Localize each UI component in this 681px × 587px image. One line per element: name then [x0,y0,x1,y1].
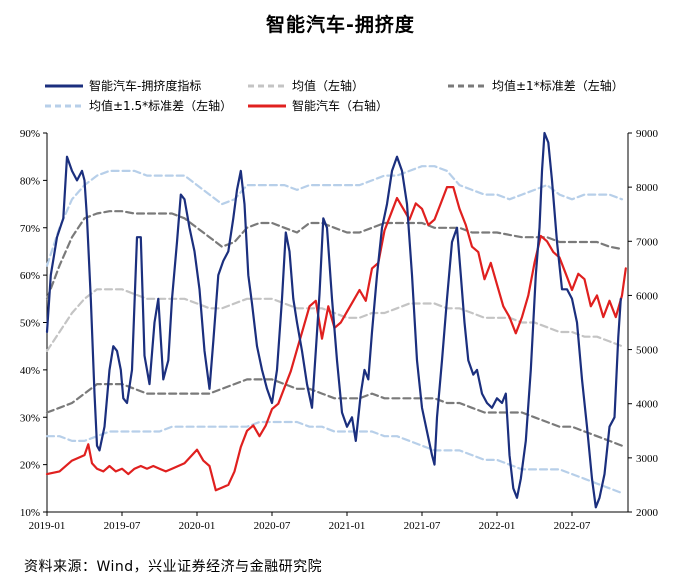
legend-label: 均值（左轴） [292,79,365,93]
series-line-2 [45,210,624,300]
x-tick-label: 2019-01 [29,520,66,532]
series-line-3 [45,378,624,447]
right-tick-label: 4000 [636,399,659,411]
x-tick-label: 2022-01 [479,520,516,532]
right-tick-label: 6000 [636,290,659,302]
legend-1std: 均值±1*标准差（左轴） [448,77,624,94]
legend-crowding-index: 智能汽车-拥挤度指标 [45,77,201,94]
legend-label: 智能汽车-拥挤度指标 [89,79,202,93]
legend-swatch-darkgray [448,84,486,87]
left-tick-label: 40% [20,365,40,377]
right-tick-label: 5000 [636,345,659,357]
left-tick-label: 50% [20,318,40,330]
source-note: 资料来源：Wind，兴业证券经济与金融研究院 [24,559,323,575]
left-tick-label: 70% [20,223,40,235]
x-tick-label: 2019-07 [104,520,141,532]
right-tick-label: 2000 [636,507,659,519]
chart-title: 智能汽车-拥挤度 [266,14,415,36]
left-tick-label: 30% [20,412,40,424]
series-line-5 [45,420,624,495]
left-tick-label: 60% [20,270,40,282]
right-tick-label: 3000 [636,453,659,465]
series-line-4 [45,165,624,267]
series-line-6 [45,186,627,492]
legend-swatch-lightblue [45,104,83,107]
x-tick-label: 2020-07 [254,520,291,532]
legend-mean: 均值（左轴） [248,77,364,94]
legend-1-5std: 均值±1.5*标准差（左轴） [45,97,232,114]
left-tick-label: 10% [20,507,40,519]
x-tick-label: 2022-07 [554,520,591,532]
series-line-0 [45,131,622,509]
left-tick-label: 80% [20,175,40,187]
legend-swatch-navy [45,84,83,87]
right-tick-label: 9000 [636,128,659,140]
x-tick-label: 2021-07 [404,520,441,532]
legend-smart-car: 智能汽车（右轴） [248,97,388,114]
right-tick-label: 8000 [636,182,659,194]
x-tick-label: 2020-01 [179,520,216,532]
legend-label: 智能汽车（右轴） [292,99,389,113]
right-tick-label: 7000 [636,236,659,248]
left-tick-label: 20% [20,460,40,472]
x-tick-label: 2021-01 [329,520,366,532]
legend-swatch-lightgray [248,84,286,87]
legend-swatch-red [248,104,286,107]
legend-label: 均值±1.5*标准差（左轴） [89,99,233,113]
left-tick-label: 90% [20,128,40,140]
legend-label: 均值±1*标准差（左轴） [492,79,624,93]
